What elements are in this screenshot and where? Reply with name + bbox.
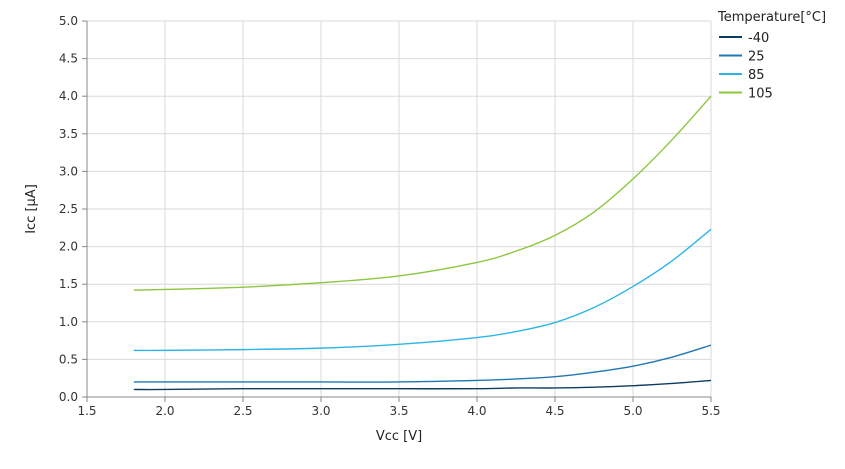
x-axis-ticks: 1.5 2.0 2.5 3.0 3.5 4.0 4.5 5.0 5.5 — [77, 397, 721, 418]
y-tick-label: 4.0 — [59, 89, 78, 103]
legend-label-85: 85 — [748, 68, 765, 83]
y-tick-label: 1.5 — [59, 277, 78, 291]
y-tick-label: 4.5 — [59, 52, 78, 66]
y-tick-label: 2.5 — [59, 202, 78, 216]
x-tick-label: 4.0 — [467, 404, 486, 418]
legend-title: Temperature[°C] — [717, 10, 826, 25]
x-tick-label: 4.5 — [545, 404, 564, 418]
y-tick-label: 2.0 — [59, 240, 78, 254]
x-tick-label: 3.5 — [389, 404, 408, 418]
y-tick-label: 3.0 — [59, 164, 78, 178]
series-line-25 — [133, 344, 712, 383]
y-axis-ticks: 0.0 0.5 1.0 1.5 2.0 2.5 3.0 3.5 4.0 4.5 5.0 — [59, 14, 87, 404]
legend-label--40: -40 — [748, 31, 769, 46]
legend-label-105: 105 — [748, 87, 773, 102]
x-tick-label: 2.5 — [233, 404, 252, 418]
y-tick-label: 5.0 — [59, 14, 78, 28]
y-axis-label: Icc [µA] — [24, 184, 39, 234]
series-line-105 — [133, 95, 712, 291]
legend-label-25: 25 — [748, 50, 765, 65]
grid — [87, 20, 712, 397]
x-axis-label: Vcc [V] — [376, 429, 422, 444]
x-tick-label: 2.0 — [155, 404, 174, 418]
x-tick-label: 1.5 — [77, 404, 96, 418]
series-line-85 — [133, 228, 712, 352]
legend: Temperature[°C] -40 25 85 105 — [717, 10, 826, 102]
series-line--40 — [133, 379, 712, 391]
y-tick-label: 0.0 — [59, 390, 78, 404]
x-tick-label: 5.5 — [701, 404, 720, 418]
series-lines — [133, 95, 712, 391]
y-tick-label: 1.0 — [59, 315, 78, 329]
x-tick-label: 3.0 — [311, 404, 330, 418]
y-tick-label: 3.5 — [59, 127, 78, 141]
x-tick-label: 5.0 — [623, 404, 642, 418]
y-tick-label: 0.5 — [59, 352, 78, 366]
